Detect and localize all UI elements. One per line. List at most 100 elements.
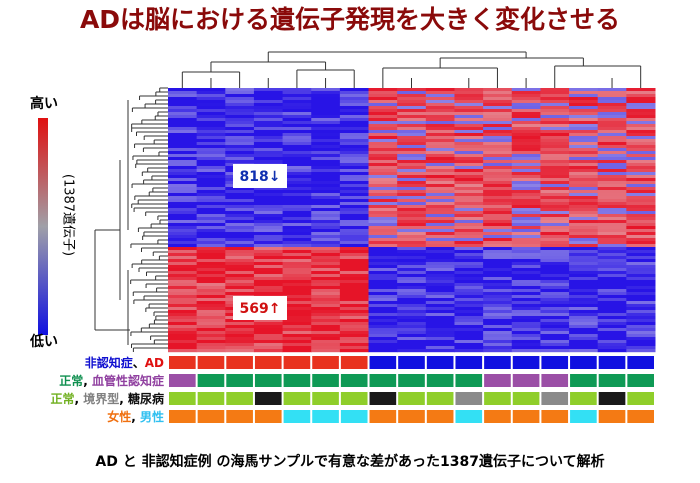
heat-cell [626, 262, 656, 266]
heat-cell [168, 307, 198, 311]
annotation-cell [169, 392, 196, 405]
heat-cell [511, 166, 541, 170]
heat-cell [397, 97, 427, 101]
heat-cell [311, 301, 341, 305]
heat-cell [454, 250, 484, 254]
heat-cell [282, 277, 312, 281]
heat-cell [397, 208, 427, 212]
heat-cell [196, 112, 226, 116]
heat-cell [540, 322, 570, 326]
heat-cell [425, 181, 455, 185]
annotation-cell [484, 410, 511, 423]
heat-cell [540, 307, 570, 311]
heat-cell [339, 286, 370, 290]
heat-cell [511, 109, 541, 113]
heat-cell [282, 331, 312, 335]
heat-cell [511, 91, 541, 95]
heat-cell [196, 343, 226, 347]
heat-cell [425, 100, 455, 104]
annotation-cell [541, 356, 569, 369]
heat-cell [168, 289, 198, 293]
heat-cell [225, 274, 255, 278]
heat-cell [397, 127, 427, 131]
heat-cell [454, 142, 484, 146]
heat-cell [626, 184, 656, 188]
heat-cell [540, 289, 570, 293]
heat-cell [540, 151, 570, 155]
heat-cell [253, 217, 284, 221]
heat-cell [253, 205, 284, 209]
label-part: 男性 [140, 409, 164, 424]
heat-cell [569, 175, 599, 179]
heat-cell [626, 349, 656, 353]
heat-cell [511, 172, 541, 176]
heat-cell [540, 331, 570, 335]
heat-cell [511, 112, 541, 116]
heat-cell [569, 94, 599, 98]
heat-cell [282, 235, 312, 239]
heat-cell [540, 175, 570, 179]
heat-cell [168, 199, 198, 203]
heat-cell [339, 268, 370, 272]
heat-cell [253, 331, 284, 335]
heat-cell [282, 346, 312, 350]
heat-cell [196, 103, 226, 107]
heat-cell [425, 265, 455, 269]
heat-cell [626, 346, 656, 350]
heat-cell [168, 91, 198, 95]
heat-cell [397, 337, 427, 341]
heat-cell [540, 313, 570, 317]
heat-cell [454, 106, 484, 110]
heat-cell [483, 160, 513, 164]
heat-cell [397, 259, 427, 263]
heat-cell [397, 250, 427, 254]
heat-cell [511, 196, 541, 200]
heat-cell [253, 265, 284, 269]
heat-cell [511, 250, 541, 254]
heat-cell [311, 166, 341, 170]
heat-cell [540, 196, 570, 200]
heat-cell [540, 109, 570, 113]
heat-cell [454, 277, 484, 281]
heat-cell [511, 340, 541, 344]
heat-cell [454, 334, 484, 338]
heat-cell [282, 184, 312, 188]
heat-cell [225, 187, 255, 191]
heat-cell [597, 118, 627, 122]
heat-cell [597, 154, 627, 158]
heat-cell [282, 145, 312, 149]
heat-cell [168, 193, 198, 197]
heat-cell [368, 247, 398, 251]
heat-cell [540, 202, 570, 206]
heat-cell [511, 223, 541, 227]
heat-cell [483, 226, 513, 230]
heat-cell [196, 292, 226, 296]
heat-cell [196, 325, 226, 329]
heat-cell [196, 199, 226, 203]
heat-cell [626, 193, 656, 197]
heat-cell [368, 289, 398, 293]
heat-cell [483, 208, 513, 212]
heat-cell [168, 310, 198, 314]
heat-cell [597, 202, 627, 206]
heat-cell [168, 94, 198, 98]
heat-cell [511, 175, 541, 179]
heat-cell [483, 280, 513, 284]
annotation-cell [283, 356, 311, 369]
heat-cell [196, 145, 226, 149]
heat-cell [483, 268, 513, 272]
heat-cell [569, 289, 599, 293]
heat-cell [511, 106, 541, 110]
heat-cell [311, 253, 341, 257]
heat-cell [368, 157, 398, 161]
heat-cell [626, 190, 656, 194]
annotation-cell [226, 410, 253, 423]
heat-cell [339, 259, 370, 263]
heat-cell [168, 163, 198, 167]
heat-cell [569, 331, 599, 335]
heat-cell [483, 133, 513, 137]
heat-cell [282, 88, 312, 92]
heat-cell [282, 349, 312, 353]
heat-cell [339, 226, 370, 230]
heat-cell [540, 253, 570, 257]
